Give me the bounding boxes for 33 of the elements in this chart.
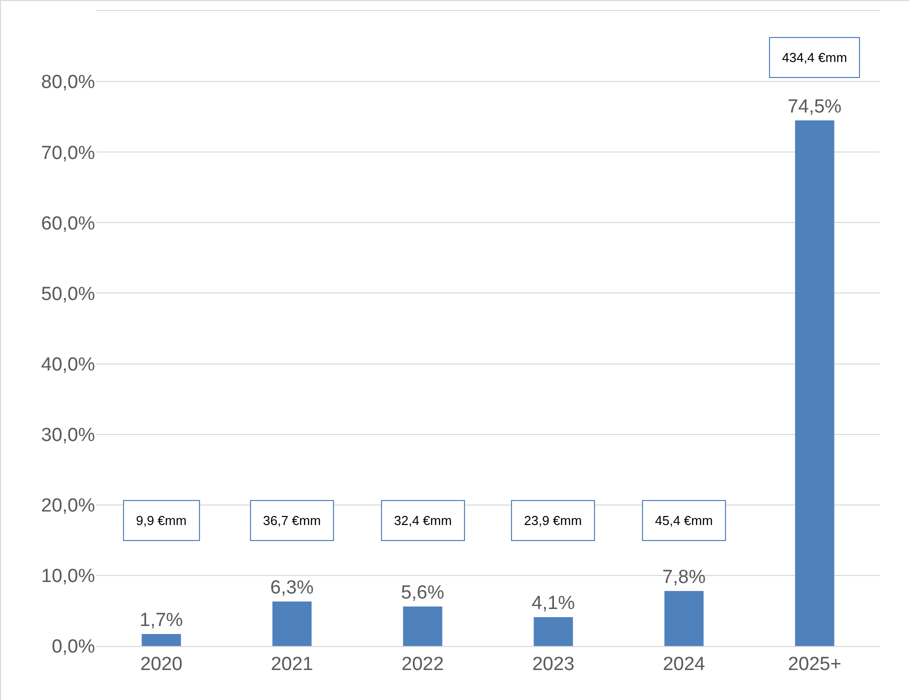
x-tick-label: 2025+ <box>788 654 842 675</box>
annotation: 434,4 €mm <box>782 50 848 65</box>
bar <box>142 634 181 646</box>
x-tick-label: 2024 <box>662 654 706 675</box>
bar <box>664 590 704 646</box>
annotation: 36,7 €mm <box>263 513 321 528</box>
data-label: 5,6% <box>400 582 444 604</box>
data-label: 74,5% <box>788 96 842 118</box>
data-label: 4,1% <box>532 593 576 614</box>
bar <box>534 617 573 646</box>
data-label: 1,7% <box>140 610 184 632</box>
bar <box>795 120 834 646</box>
y-tick-label: 60,0% <box>41 213 96 234</box>
annotation: 45,4 €mm <box>655 513 713 528</box>
x-tick-label: 2020 <box>140 654 182 675</box>
x-tick-label: 2023 <box>532 654 574 675</box>
y-tick-label: 0,0% <box>52 636 96 658</box>
y-tick-label: 20,0% <box>41 496 96 517</box>
bar <box>272 602 312 646</box>
bar <box>403 606 442 646</box>
x-tick-label: 2021 <box>270 654 314 675</box>
y-tick-label: 70,0% <box>41 142 96 164</box>
y-tick-label: 50,0% <box>41 284 96 305</box>
data-label: 7,8% <box>662 566 706 588</box>
y-tick-label: 30,0% <box>41 424 96 446</box>
annotation: 32,4 €mm <box>394 513 452 528</box>
annotation: 23,9 €mm <box>524 513 582 528</box>
data-label: 6,3% <box>270 578 314 599</box>
y-tick-label: 40,0% <box>41 354 96 376</box>
x-tick-label: 2022 <box>402 654 444 675</box>
y-tick-label: 80,0% <box>41 72 96 94</box>
annotation: 9,9 €mm <box>136 513 187 528</box>
y-tick-label: 10,0% <box>41 566 96 588</box>
